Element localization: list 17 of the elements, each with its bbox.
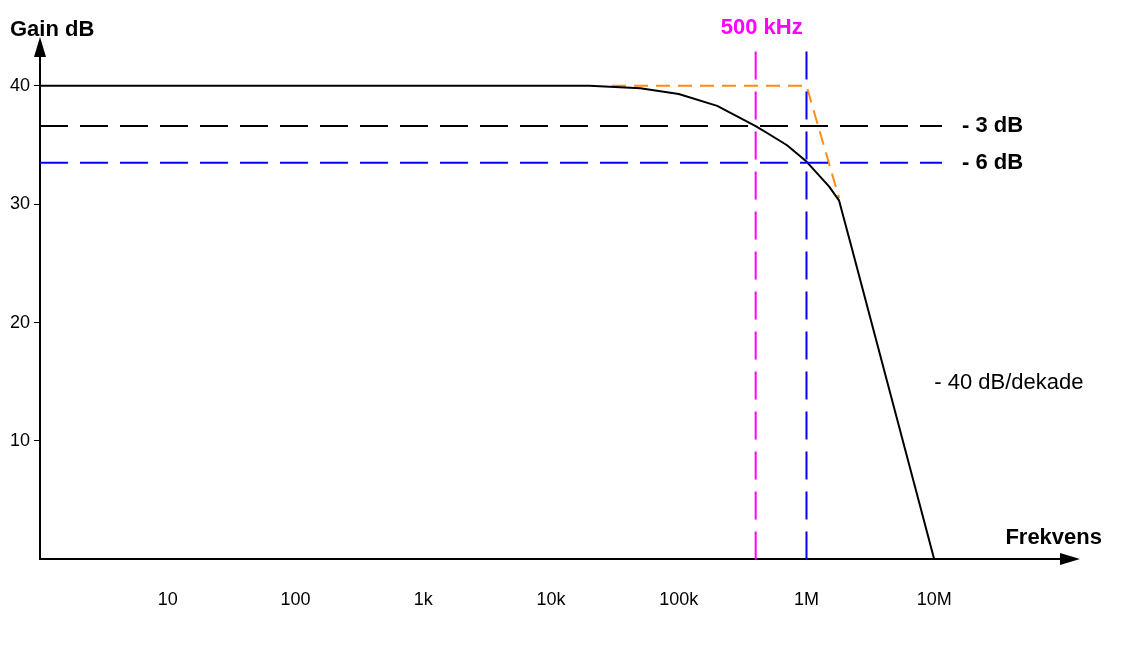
x-tick-label: 10k bbox=[536, 589, 567, 610]
y-tick-label: 30 bbox=[9, 193, 31, 214]
ref-line-label: - 3 dB bbox=[962, 112, 1024, 138]
x-tick-label: 10M bbox=[916, 589, 952, 610]
y-tick-label: 20 bbox=[9, 311, 31, 332]
y-tick-label: 10 bbox=[9, 429, 31, 450]
x-axis-title: Frekvens bbox=[1005, 524, 1102, 550]
ref-line-label: 500 kHz bbox=[720, 14, 803, 40]
annotation: - 40 dB/dekade bbox=[934, 368, 1084, 394]
y-tick-label: 40 bbox=[9, 74, 31, 95]
x-tick-label: 100 bbox=[280, 589, 311, 610]
ref-line-label: - 6 dB bbox=[962, 148, 1024, 174]
x-tick-label: 1k bbox=[413, 589, 434, 610]
x-tick-label: 10 bbox=[157, 589, 178, 610]
x-tick-label: 1M bbox=[794, 589, 820, 610]
y-axis-title: Gain dB bbox=[10, 16, 95, 42]
x-tick-label: 100k bbox=[659, 589, 700, 610]
